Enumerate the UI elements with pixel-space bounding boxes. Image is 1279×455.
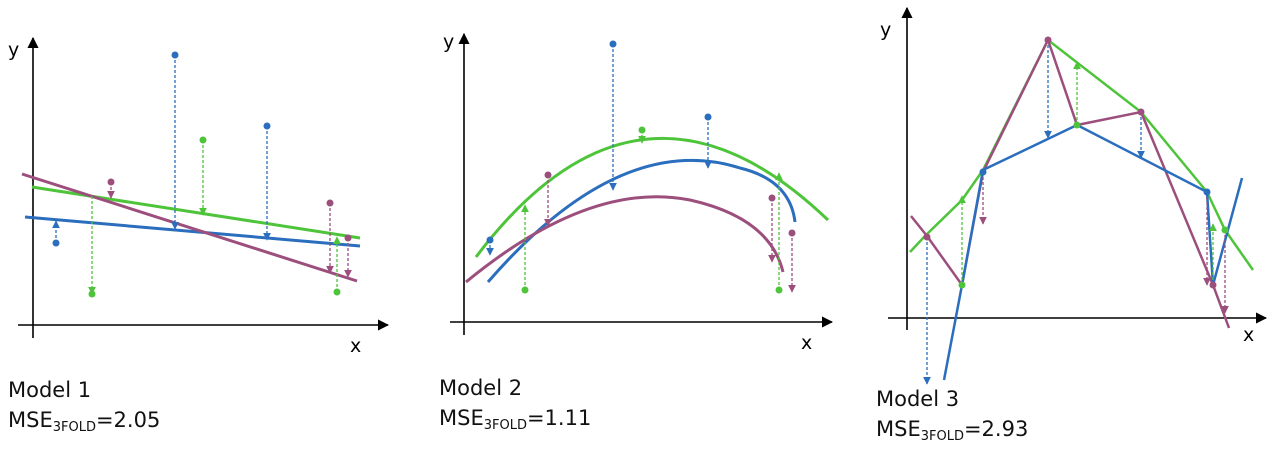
panel-model-1: y x (8, 36, 390, 357)
data-points (923, 36, 1229, 289)
model-3-caption: Model 3 MSE3FOLD=2.93 (876, 384, 1028, 444)
panel-model-2: y x (443, 31, 834, 354)
x-axis-label: x (801, 332, 812, 354)
model-1-label: Model 1 (8, 378, 92, 402)
residuals (923, 40, 1229, 385)
y-axis-label: y (443, 31, 454, 53)
purple-fit-curve (465, 195, 785, 284)
green-fit-polyline (909, 38, 1255, 271)
model-1-mse: MSE3FOLD=2.05 (8, 408, 161, 435)
data-points (486, 40, 796, 294)
model-2-label: Model 2 (439, 376, 523, 400)
residuals (52, 55, 352, 295)
purple-fit-line (21, 172, 358, 283)
model-1-caption: Model 1 MSE3FOLD=2.05 (8, 375, 160, 435)
model-3-mse: MSE3FOLD=2.93 (876, 417, 1029, 444)
panel-model-3: y x (880, 6, 1268, 385)
x-axis-label: x (1243, 324, 1254, 346)
model-3-label: Model 3 (876, 387, 960, 411)
blue-fit-line (24, 215, 361, 248)
model-2-mse: MSE3FOLD=1.11 (439, 406, 592, 433)
x-axis-label: x (350, 335, 361, 357)
y-axis-label: y (880, 19, 891, 41)
blue-fit-curve (486, 158, 797, 283)
data-points (52, 51, 352, 298)
model-2-caption: Model 2 MSE3FOLD=1.11 (439, 373, 591, 433)
y-axis-label: y (8, 39, 19, 61)
residuals (486, 44, 796, 293)
